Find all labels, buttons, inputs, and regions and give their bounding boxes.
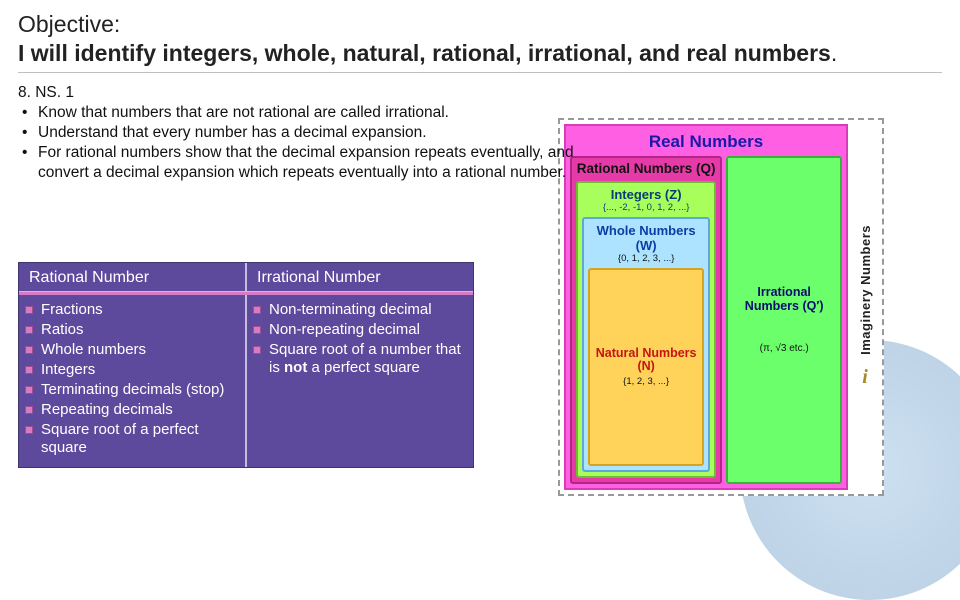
standard-block: 8. NS. 1 Know that numbers that are not … [18,83,588,184]
bullet-icon [253,346,261,354]
real-numbers-body: Rational Numbers (Q) Integers (Z) {..., … [570,156,842,484]
standard-bullet: For rational numbers show that the decim… [18,143,588,183]
table-row: Ratios [25,321,239,339]
bullet-icon [253,326,261,334]
irrational-label: Irrational Numbers (Q′) [732,286,836,314]
standard-bullet: Understand that every number has a decim… [18,123,588,143]
bullet-icon [25,326,33,334]
divider [18,72,942,73]
irrational-column: Non-terminating decimal Non-repeating de… [247,295,473,467]
table-row: Whole numbers [25,341,239,359]
table-header-row: Rational Number Irrational Number [19,263,473,292]
objective-title: Objective: [18,10,942,39]
table-header-irrational: Irrational Number [247,263,473,291]
imaginary-symbol: i [862,366,868,389]
standard-bullet: Know that numbers that are not rational … [18,103,588,123]
standard-bullets: Know that numbers that are not rational … [18,103,588,184]
whole-set: {0, 1, 2, 3, ...} [588,253,704,264]
bullet-icon [253,306,261,314]
cell-text: Non-repeating decimal [269,321,420,339]
slide-content: Objective: I will identify integers, who… [0,0,960,183]
whole-box: Whole Numbers (W) {0, 1, 2, 3, ...} Natu… [582,217,710,472]
imaginary-label: Imaginery Numbers [858,225,873,355]
objective-period: . [831,40,837,66]
lower-row: Rational Number Irrational Number Fracti… [18,262,474,468]
natural-box: Natural Numbers (N) {1, 2, 3, ...} [588,268,704,466]
irrational-box: Irrational Numbers (Q′) (π, √3 etc.) [726,156,842,484]
objective-body-text: I will identify integers, whole, natural… [18,40,831,66]
integers-set: {..., -2, -1, 0, 1, 2, ...} [582,202,710,213]
table-row: Integers [25,361,239,379]
bullet-icon [25,306,33,314]
table-row: Non-terminating decimal [253,301,467,319]
rational-column: Fractions Ratios Whole numbers Integers … [19,295,247,467]
cell-text: Integers [41,361,95,379]
rational-irrational-table: Rational Number Irrational Number Fracti… [18,262,474,468]
bullet-icon [25,426,33,434]
rational-box: Rational Numbers (Q) Integers (Z) {..., … [570,156,722,484]
natural-label: Natural Numbers (N) [594,347,698,373]
irrational-examples: (π, √3 etc.) [760,343,809,354]
objective-body: I will identify integers, whole, natural… [18,39,942,68]
cell-text: Non-terminating decimal [269,301,432,319]
table-row: Fractions [25,301,239,319]
whole-label: Whole Numbers (W) [588,223,704,253]
cell-text: Square root of a perfect square [41,421,239,457]
table-row: Non-repeating decimal [253,321,467,339]
table-header-rational: Rational Number [19,263,247,291]
cell-text: Whole numbers [41,341,146,359]
bullet-icon [25,406,33,414]
bullet-icon [25,366,33,374]
natural-set: {1, 2, 3, ...} [594,376,698,387]
cell-text: Terminating decimals (stop) [41,381,224,399]
cell-text: Repeating decimals [41,401,173,419]
objective-block: Objective: I will identify integers, who… [18,10,942,73]
cell-text: Fractions [41,301,103,319]
table-body: Fractions Ratios Whole numbers Integers … [19,295,473,467]
table-row: Square root of a number that is not a pe… [253,341,467,377]
bullet-icon [25,346,33,354]
table-row: Square root of a perfect square [25,421,239,457]
cell-text: Square root of a number that is not a pe… [269,341,467,377]
standard-code: 8. NS. 1 [18,83,588,103]
integers-box: Integers (Z) {..., -2, -1, 0, 1, 2, ...}… [576,181,716,478]
integers-label: Integers (Z) [582,187,710,202]
bullet-icon [25,386,33,394]
cell-text: Ratios [41,321,84,339]
table-row: Terminating decimals (stop) [25,381,239,399]
table-row: Repeating decimals [25,401,239,419]
